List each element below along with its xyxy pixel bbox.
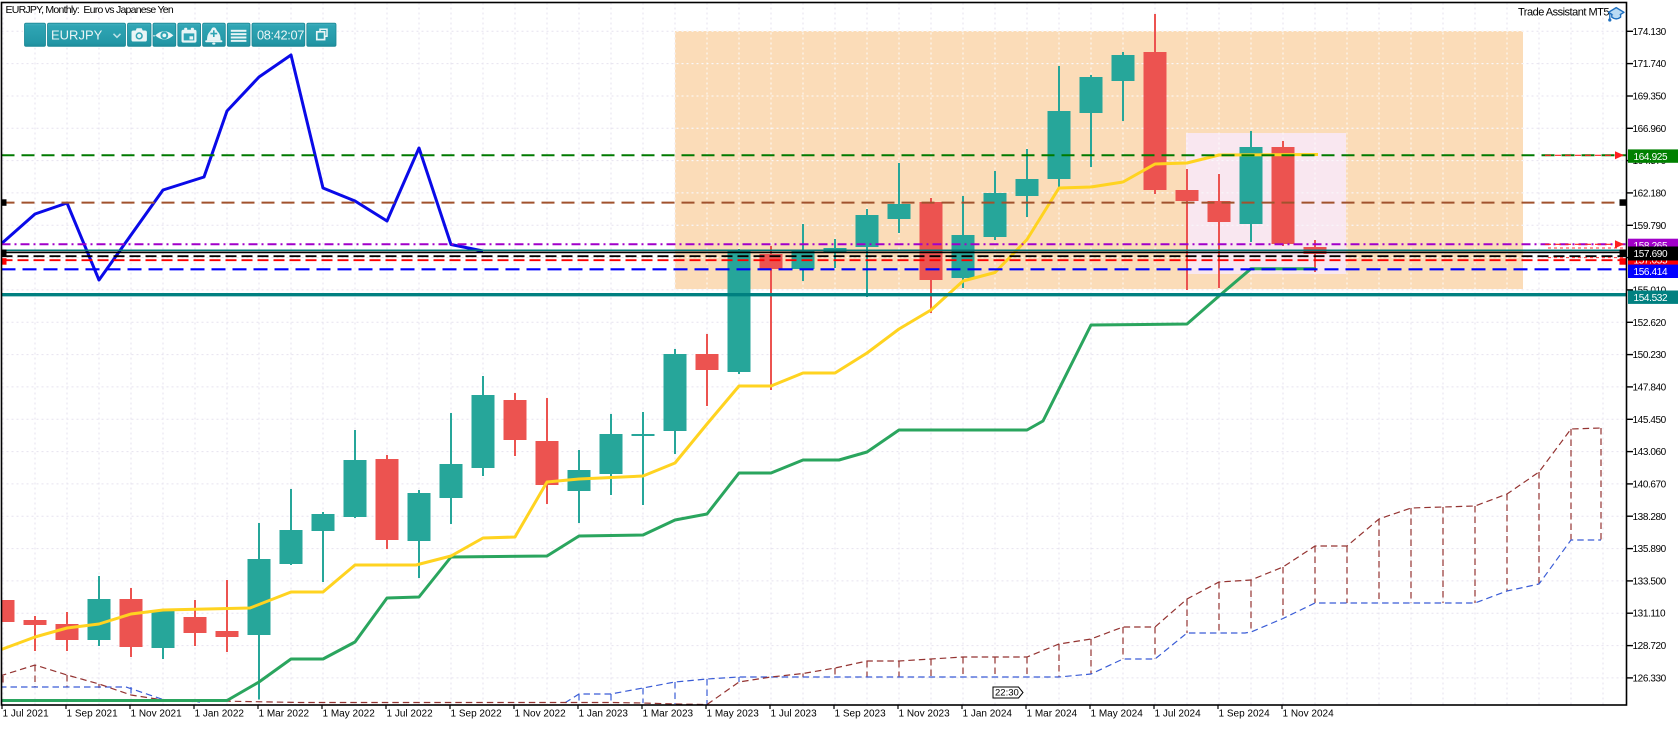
svg-text:1 Sep 2022: 1 Sep 2022 <box>451 709 503 720</box>
svg-text:1 Nov 2024: 1 Nov 2024 <box>1283 709 1335 720</box>
svg-text:131.110: 131.110 <box>1633 609 1666 620</box>
svg-text:162.180: 162.180 <box>1633 188 1667 199</box>
svg-text:152.620: 152.620 <box>1633 318 1667 329</box>
svg-text:1 May 2023: 1 May 2023 <box>707 709 760 720</box>
svg-text:Trade Assistant MT5: Trade Assistant MT5 <box>1518 7 1609 19</box>
svg-text:150.230: 150.230 <box>1633 350 1667 361</box>
svg-text:157.055: 157.055 <box>1634 256 1668 267</box>
svg-text:140.670: 140.670 <box>1633 479 1667 490</box>
svg-text:1 Jul 2024: 1 Jul 2024 <box>1155 709 1202 720</box>
svg-text:1 Jan 2022: 1 Jan 2022 <box>195 709 245 720</box>
svg-text:166.960: 166.960 <box>1633 124 1667 135</box>
svg-text:EURJPY: EURJPY <box>51 28 103 43</box>
svg-text:157.690: 157.690 <box>1634 249 1668 260</box>
svg-text:1 Jan 2024: 1 Jan 2024 <box>963 709 1013 720</box>
svg-text:154.532: 154.532 <box>1634 293 1668 304</box>
svg-text:138.280: 138.280 <box>1633 512 1667 523</box>
svg-text:143.060: 143.060 <box>1633 447 1667 458</box>
svg-text:128.720: 128.720 <box>1633 641 1667 652</box>
svg-text:135.890: 135.890 <box>1633 544 1667 555</box>
svg-text:174.130: 174.130 <box>1633 27 1667 38</box>
svg-text:EURJPY, Monthly: Euro vs Japa: EURJPY, Monthly: Euro vs Japanese Yen <box>6 4 174 16</box>
svg-text:08:42:07: 08:42:07 <box>257 28 304 43</box>
svg-text:1 Sep 2023: 1 Sep 2023 <box>835 709 887 720</box>
svg-text:164.925: 164.925 <box>1634 152 1668 163</box>
svg-text:1 Mar 2024: 1 Mar 2024 <box>1027 709 1078 720</box>
svg-text:126.330: 126.330 <box>1633 673 1667 684</box>
svg-text:1 Sep 2021: 1 Sep 2021 <box>67 709 119 720</box>
svg-text:1 Nov 2022: 1 Nov 2022 <box>515 709 567 720</box>
svg-text:1 Jul 2023: 1 Jul 2023 <box>771 709 818 720</box>
svg-text:159.790: 159.790 <box>1633 221 1667 232</box>
svg-text:133.500: 133.500 <box>1633 576 1667 587</box>
svg-text:1 May 2022: 1 May 2022 <box>323 709 376 720</box>
svg-text:1 Jan 2023: 1 Jan 2023 <box>579 709 629 720</box>
svg-text:1 Mar 2022: 1 Mar 2022 <box>259 709 310 720</box>
svg-text:1 Mar 2023: 1 Mar 2023 <box>643 709 694 720</box>
svg-text:1 Nov 2023: 1 Nov 2023 <box>899 709 951 720</box>
svg-text:1 Jul 2021: 1 Jul 2021 <box>3 709 50 720</box>
svg-text:169.350: 169.350 <box>1633 92 1667 103</box>
svg-text:1 Nov 2021: 1 Nov 2021 <box>131 709 183 720</box>
svg-text:145.450: 145.450 <box>1633 415 1667 426</box>
svg-text:156.414: 156.414 <box>1634 267 1668 278</box>
svg-text:1 Sep 2024: 1 Sep 2024 <box>1219 709 1271 720</box>
svg-text:171.740: 171.740 <box>1633 59 1667 70</box>
svg-text:1 Jul 2022: 1 Jul 2022 <box>387 709 434 720</box>
svg-text:22:30: 22:30 <box>995 688 1019 699</box>
svg-text:1 May 2024: 1 May 2024 <box>1091 709 1144 720</box>
svg-text:147.840: 147.840 <box>1633 382 1667 393</box>
